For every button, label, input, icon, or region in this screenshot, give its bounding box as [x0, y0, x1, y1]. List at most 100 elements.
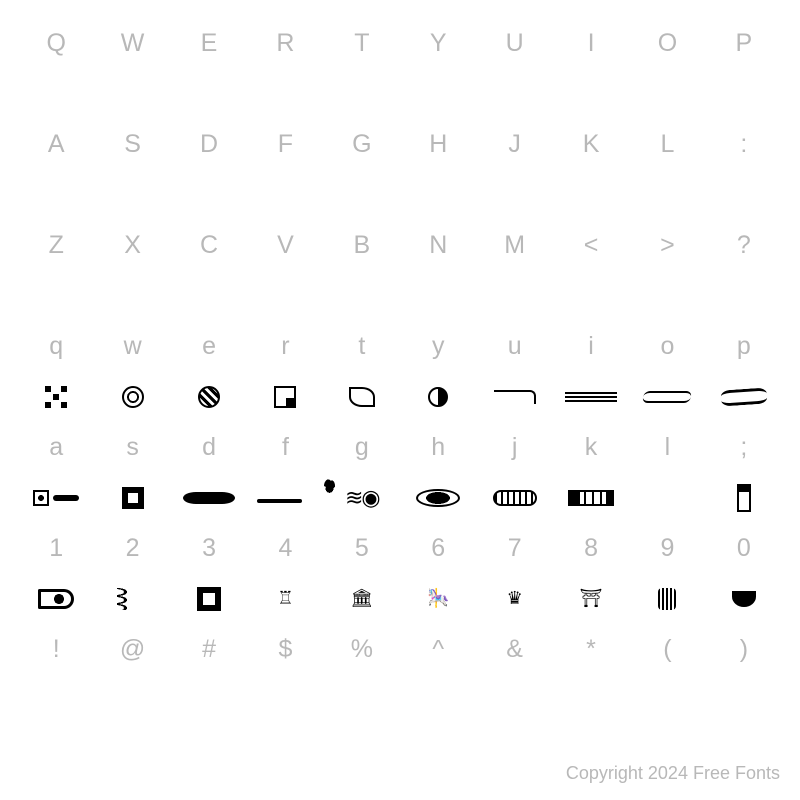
- character-label-cell: R: [247, 15, 323, 71]
- empty-glyph: [438, 194, 439, 195]
- character-label-cell: q: [18, 318, 94, 374]
- character-label: p: [737, 318, 751, 374]
- character-label: E: [201, 15, 218, 71]
- glyph-cell: [629, 273, 705, 318]
- character-label-cell: !: [18, 621, 94, 677]
- character-label: B: [353, 217, 370, 273]
- character-label-cell: K: [553, 116, 629, 172]
- empty-glyph: [667, 295, 668, 296]
- character-label: L: [661, 116, 675, 172]
- glyph-cell: [94, 172, 170, 217]
- glyph-cell: [629, 172, 705, 217]
- character-label-cell: A: [18, 116, 94, 172]
- glyph-cell: [171, 374, 247, 419]
- label-row: !@#$%^&*(): [18, 621, 782, 677]
- character-label-cell: 0: [706, 520, 782, 576]
- empty-glyph: [591, 93, 592, 94]
- character-label-cell: O: [629, 15, 705, 71]
- glyph-cell: [247, 273, 323, 318]
- deco-qr-icon: [45, 386, 67, 408]
- glyph-cell: [94, 273, 170, 318]
- glyph-cell: [629, 374, 705, 419]
- character-label: h: [431, 419, 445, 475]
- character-label: Q: [46, 15, 65, 71]
- glyph-cell: [94, 475, 170, 520]
- character-map: QWERTYUIOPASDFGHJKL:ZXCVBNM<>?qwertyuiop…: [0, 0, 800, 722]
- glyph-cell: [171, 273, 247, 318]
- character-label-cell: P: [706, 15, 782, 71]
- character-label-cell: L: [629, 116, 705, 172]
- glyph-cell: 🏛: [324, 576, 400, 621]
- glyph-cell: [18, 172, 94, 217]
- character-label: o: [661, 318, 675, 374]
- empty-glyph: [209, 295, 210, 296]
- empty-glyph: [209, 699, 210, 700]
- glyph-cell: [706, 374, 782, 419]
- character-label: 0: [737, 520, 751, 576]
- character-label-cell: d: [171, 419, 247, 475]
- glyph-cell: [400, 172, 476, 217]
- character-label-cell: g: [324, 419, 400, 475]
- empty-glyph: [361, 194, 362, 195]
- empty-glyph: [438, 699, 439, 700]
- glyph-cell: [171, 172, 247, 217]
- character-label: *: [586, 621, 596, 677]
- empty-glyph: [361, 93, 362, 94]
- glyph-row: [18, 71, 782, 116]
- character-label-cell: %: [324, 621, 400, 677]
- character-label: 1: [49, 520, 63, 576]
- character-label-cell: p: [706, 318, 782, 374]
- deco-wave1-icon: [643, 389, 691, 405]
- deco-squares-icon: [274, 386, 296, 408]
- glyph-cell: [324, 677, 400, 722]
- character-label: 9: [661, 520, 675, 576]
- character-label-cell: <: [553, 217, 629, 273]
- empty-glyph: [591, 295, 592, 296]
- label-row: ZXCVBNM<>?: [18, 217, 782, 273]
- character-label-cell: $: [247, 621, 323, 677]
- character-label-cell: 9: [629, 520, 705, 576]
- character-label-cell: i: [553, 318, 629, 374]
- glyph-cell: [18, 273, 94, 318]
- glyph-cell: ≋◉: [324, 475, 400, 520]
- deco-barline2-icon: [565, 392, 617, 402]
- character-label: s: [126, 419, 139, 475]
- character-label-cell: j: [476, 419, 552, 475]
- character-label: r: [281, 318, 289, 374]
- glyph-cell: [18, 576, 94, 621]
- deco-idol-icon: ♖: [277, 588, 293, 609]
- character-label: ^: [432, 621, 444, 677]
- character-label: 3: [202, 520, 216, 576]
- character-label: $: [278, 621, 292, 677]
- deco-waves3-icon: [117, 588, 149, 610]
- glyph-row: [18, 273, 782, 318]
- glyph-cell: 🎠: [400, 576, 476, 621]
- character-label-cell: a: [18, 419, 94, 475]
- glyph-cell: [18, 475, 94, 520]
- glyph-cell: ⛩: [553, 576, 629, 621]
- empty-glyph: [591, 699, 592, 700]
- deco-oval-lines-icon: ≋◉: [345, 485, 379, 511]
- glyph-cell: [247, 374, 323, 419]
- character-label: e: [202, 318, 216, 374]
- character-label-cell: h: [400, 419, 476, 475]
- deco-ball-icon: [198, 386, 220, 408]
- character-label-cell: r: [247, 318, 323, 374]
- character-label: V: [277, 217, 294, 273]
- character-label-cell: X: [94, 217, 170, 273]
- glyph-cell: [629, 71, 705, 116]
- empty-glyph: [591, 194, 592, 195]
- empty-glyph: [285, 295, 286, 296]
- empty-glyph: [438, 295, 439, 296]
- glyph-cell: [400, 273, 476, 318]
- character-label: q: [49, 318, 63, 374]
- character-label: P: [736, 15, 753, 71]
- empty-glyph: [514, 93, 515, 94]
- glyph-cell: [706, 172, 782, 217]
- character-label: d: [202, 419, 216, 475]
- character-label-cell: Z: [18, 217, 94, 273]
- character-label-cell: Q: [18, 15, 94, 71]
- character-label: N: [429, 217, 447, 273]
- character-label-cell: k: [553, 419, 629, 475]
- character-label: f: [282, 419, 289, 475]
